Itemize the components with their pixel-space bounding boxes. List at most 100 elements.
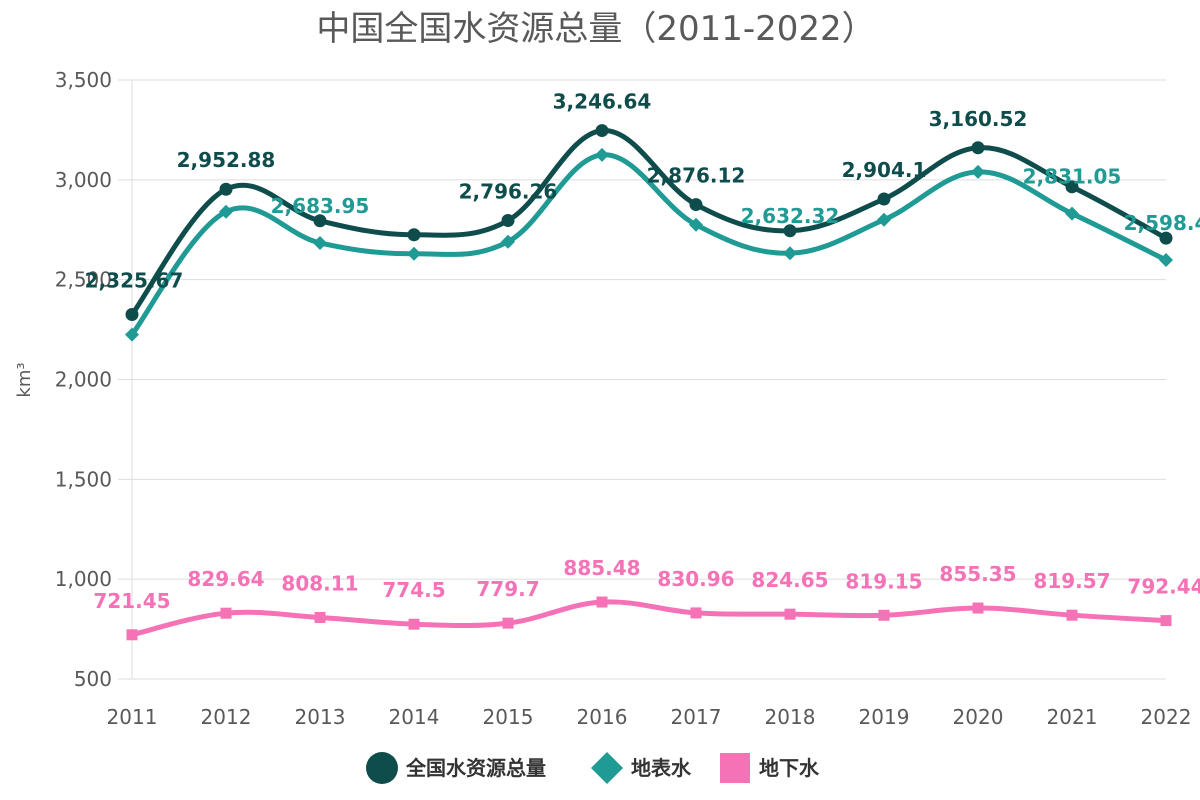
data-point: [971, 164, 985, 179]
data-label: 824.65: [751, 568, 828, 592]
data-label: 2,876.12: [647, 164, 746, 188]
data-label: 819.15: [845, 569, 922, 593]
y-tick-label: 1,000: [55, 567, 112, 591]
legend-label: 地表水: [631, 756, 692, 780]
series-0: [125, 124, 1173, 321]
series-line-0: [129, 128, 1169, 317]
data-label: 2,325.67: [85, 268, 184, 292]
data-point: [596, 596, 608, 608]
data-label: 2,831.05: [1023, 165, 1122, 189]
data-label: 779.7: [476, 577, 539, 601]
data-point: [972, 602, 984, 614]
data-point: [595, 147, 609, 162]
data-point: [689, 198, 703, 212]
data-point: [783, 246, 797, 261]
data-point: [877, 212, 891, 227]
data-point: [501, 214, 515, 228]
y-tick-label: 3,000: [55, 168, 112, 192]
y-tick-label: 500: [74, 667, 112, 691]
grid: [118, 79, 1166, 680]
legend-marker: [720, 753, 750, 783]
data-point: [1065, 180, 1079, 194]
data-point: [219, 204, 233, 219]
data-point: [1065, 206, 1079, 221]
data-point: [313, 214, 327, 228]
data-label: 885.48: [563, 556, 640, 580]
x-tick-label: 2014: [389, 705, 440, 729]
data-point: [1066, 609, 1078, 621]
legend-marker: [591, 752, 623, 784]
data-point: [126, 629, 138, 641]
data-point: [783, 224, 797, 238]
data-label: 721.45: [93, 589, 170, 613]
data-point: [407, 246, 421, 261]
data-label: 855.35: [939, 562, 1016, 586]
data-label: 819.57: [1033, 569, 1110, 593]
data-point: [125, 327, 139, 342]
y-tick-label: 2,000: [55, 368, 112, 392]
x-tick-label: 2018: [765, 705, 816, 729]
data-label: 808.11: [281, 571, 358, 595]
x-tick-label: 2019: [859, 705, 910, 729]
x-tick-label: 2021: [1047, 705, 1098, 729]
y-tick-label: 3,500: [55, 68, 112, 92]
legend-label: 地下水: [759, 756, 820, 780]
x-axis-ticks: 2011 2012 2013 2014 2015 2016 2017 2018 2019 2020…: [107, 705, 1192, 729]
x-tick-label: 2011: [107, 705, 158, 729]
data-label: 2,683.95: [271, 194, 370, 218]
data-point: [1159, 231, 1173, 245]
series-layer: [125, 124, 1173, 641]
chart-title: 中国全国水资源总量（2011-2022）: [316, 9, 875, 49]
series-line-2: [129, 599, 1169, 638]
data-point: [313, 235, 327, 250]
data-label: 2,952.88: [177, 148, 276, 172]
legend-marker: [366, 752, 398, 784]
data-point: [595, 124, 609, 138]
data-point: [501, 234, 515, 249]
data-point: [219, 182, 233, 196]
data-label: 830.96: [657, 567, 734, 591]
data-label: 2,598.4: [1124, 211, 1200, 235]
data-label: 829.64: [187, 567, 264, 591]
data-labels-layer: 2,325.67 2,952.88 2,796.26 3,246.64 2,876.12…: [85, 90, 1200, 613]
legend-item-0: 全国水资源总量: [366, 752, 546, 784]
x-tick-label: 2017: [671, 705, 722, 729]
data-point: [408, 618, 420, 630]
y-axis-ticks: 500 1,000 1,500 2,000 2,500 3,000 3,500: [55, 68, 112, 691]
legend-item-2: 地下水: [720, 753, 820, 783]
data-point: [877, 192, 891, 206]
data-label: 792.44: [1127, 575, 1200, 599]
data-label: 2,632.32: [741, 204, 840, 228]
y-tick-label: 2,500: [55, 268, 112, 292]
data-point: [502, 617, 514, 629]
legend: 全国水资源总量 地表水 地下水: [366, 752, 820, 784]
data-point: [125, 307, 139, 321]
series-1: [125, 147, 1173, 342]
x-tick-label: 2015: [483, 705, 534, 729]
data-point: [1159, 253, 1173, 268]
data-label: 3,160.52: [929, 107, 1028, 131]
series-line-1: [129, 152, 1169, 338]
y-tick-label: 1,500: [55, 467, 112, 491]
data-point: [878, 609, 890, 621]
x-tick-label: 2020: [953, 705, 1004, 729]
data-point: [689, 217, 703, 232]
data-label: 2,796.26: [459, 180, 558, 204]
legend-item-1: 地表水: [591, 752, 692, 784]
x-tick-label: 2016: [577, 705, 628, 729]
x-tick-label: 2012: [201, 705, 252, 729]
x-tick-label: 2013: [295, 705, 346, 729]
data-point: [407, 228, 421, 242]
data-point: [220, 607, 232, 619]
data-point: [971, 141, 985, 155]
legend-label: 全国水资源总量: [405, 756, 546, 780]
data-point: [314, 611, 326, 623]
y-axis-label: km³: [14, 362, 35, 397]
series-2: [126, 596, 1172, 641]
data-point: [784, 608, 796, 620]
data-label: 2,904.1: [842, 158, 927, 182]
data-point: [1160, 615, 1172, 627]
data-label: 774.5: [382, 578, 445, 602]
data-label: 3,246.64: [553, 90, 652, 114]
